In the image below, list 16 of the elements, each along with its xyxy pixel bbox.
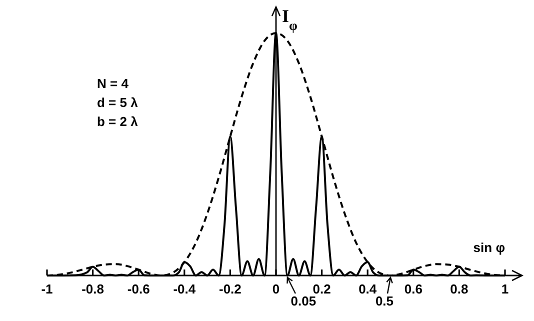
x-tick-label: -0.2: [218, 282, 242, 297]
x-tick-label: -0.6: [127, 282, 150, 297]
x-tick-label: 0.4: [358, 282, 378, 297]
x-tick-label: 1: [501, 282, 509, 297]
y-axis-title: I$_{φ}$: [282, 6, 298, 32]
annotation: 0.5: [375, 294, 394, 308]
annotation: d = 5 λ: [97, 95, 139, 110]
x-tick-label: -1: [41, 282, 53, 297]
annotation: b = 2 λ: [97, 114, 139, 129]
x-tick-label: 0.6: [404, 282, 422, 297]
x-tick-label: -0.4: [173, 282, 196, 297]
x-tick-label: 0: [272, 282, 280, 297]
x-axis-title: sin φ: [473, 240, 505, 255]
annotation: N = 4: [97, 76, 130, 91]
x-tick-label: -0.8: [82, 282, 104, 297]
x-tick-label: 0.8: [450, 282, 468, 297]
